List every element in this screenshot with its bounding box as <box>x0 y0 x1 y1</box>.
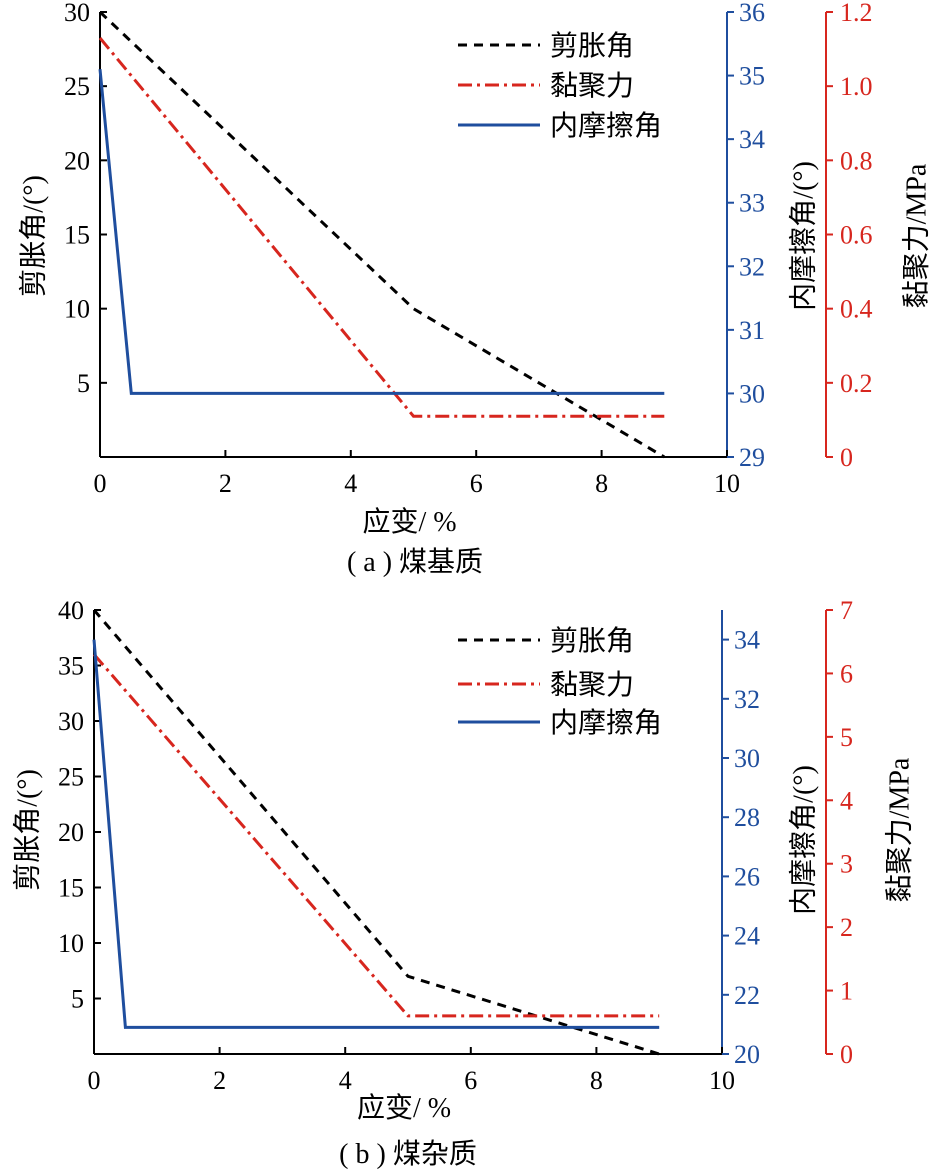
left-tick-label: 30 <box>64 0 90 27</box>
series-line-dashdot <box>98 37 665 418</box>
mid-tick-label: 22 <box>734 981 760 1010</box>
mid-tick-label: 36 <box>739 0 765 27</box>
right-axis-title: 黏聚力/MPa <box>900 163 932 308</box>
right-tick-label: 0.2 <box>840 369 873 398</box>
legend-label: 剪胀角 <box>550 625 634 657</box>
series-line-dashed <box>98 10 666 459</box>
legend-label: 内摩擦角 <box>550 707 662 739</box>
mid-tick-label: 26 <box>734 862 760 891</box>
mid-axis-title: 内摩擦角/(°) <box>787 765 819 915</box>
left-tick-label: 10 <box>58 929 84 958</box>
x-tick-label: 0 <box>88 1066 101 1095</box>
mid-tick-label: 28 <box>734 803 760 832</box>
right-tick-label: 5 <box>840 723 853 752</box>
mid-tick-label: 33 <box>739 189 765 218</box>
x-tick-label: 6 <box>464 1066 477 1095</box>
right-tick-label: 0.6 <box>840 221 873 250</box>
left-tick-label: 20 <box>64 146 90 175</box>
left-tick-label: 30 <box>58 707 84 736</box>
left-tick-label: 35 <box>58 652 84 681</box>
x-tick-label: 4 <box>339 1066 352 1095</box>
right-tick-label: 1.2 <box>840 0 873 27</box>
x-tick-label: 8 <box>590 1066 603 1095</box>
chart-panel-b: 0 2 4 6 8 10510152025303540202224262830323401… <box>11 596 915 1170</box>
legend-label: 黏聚力 <box>550 70 634 102</box>
right-axis-title: 黏聚力/MPa <box>883 757 915 902</box>
series-line-dashdot <box>92 653 660 1018</box>
x-tick-label: 2 <box>213 1066 226 1095</box>
mid-tick-label: 30 <box>739 379 765 408</box>
mid-tick-label: 24 <box>734 922 760 951</box>
right-tick-label: 1 <box>840 977 853 1006</box>
left-tick-label: 40 <box>58 596 84 625</box>
right-tick-label: 2 <box>840 913 853 942</box>
x-tick-label: 10 <box>709 1066 735 1095</box>
x-tick-label: 0 <box>94 469 107 498</box>
chart-panel-a: 0 2 4 6 8 10 5 10 15 20 25 30 29 30 31 32 33 34 35 36 0 0.2 0.… <box>17 0 932 578</box>
mid-tick-label: 20 <box>734 1040 760 1069</box>
right-tick-label: 0 <box>840 1040 853 1069</box>
left-axis-title: 剪胀角/(°) <box>11 769 43 891</box>
mid-tick-label: 35 <box>739 62 765 91</box>
left-tick-label: 5 <box>77 369 90 398</box>
left-tick-label: 20 <box>58 818 84 847</box>
x-tick-label: 4 <box>344 469 357 498</box>
panel-caption: ( a ) 煤基质 <box>347 546 483 578</box>
x-axis-title: 应变/ % <box>357 1092 451 1124</box>
panel-caption: ( b ) 煤杂质 <box>339 1138 477 1170</box>
right-tick-label: 0.8 <box>840 146 873 175</box>
x-tick-label: 8 <box>595 469 608 498</box>
legend-label: 剪胀角 <box>550 30 634 62</box>
series-line-solid <box>92 639 660 1029</box>
right-tick-label: 4 <box>840 786 853 815</box>
left-tick-label: 25 <box>64 72 90 101</box>
right-tick-label: 3 <box>840 850 853 879</box>
left-tick-label: 10 <box>64 295 90 324</box>
right-tick-label: 0.4 <box>840 295 873 324</box>
right-tick-label: 7 <box>840 596 853 625</box>
mid-tick-label: 30 <box>734 744 760 773</box>
x-tick-label: 6 <box>470 469 483 498</box>
left-tick-label: 5 <box>71 985 84 1014</box>
series-line-solid <box>98 69 665 395</box>
x-tick-label: 2 <box>219 469 232 498</box>
left-tick-label: 15 <box>58 874 84 903</box>
mid-tick-label: 31 <box>739 316 765 345</box>
mid-tick-label: 34 <box>734 626 760 655</box>
right-tick-label: 6 <box>840 659 853 688</box>
left-tick-label: 15 <box>64 221 90 250</box>
legend-label: 黏聚力 <box>550 669 634 701</box>
legend-label: 内摩擦角 <box>550 110 662 142</box>
mid-tick-label: 32 <box>739 252 765 281</box>
mid-tick-label: 29 <box>739 443 765 472</box>
right-tick-label: 0 <box>840 443 853 472</box>
mid-axis-title: 内摩擦角/(°) <box>787 161 819 311</box>
right-tick-label: 1.0 <box>840 72 873 101</box>
left-axis-title: 剪胀角/(°) <box>17 175 49 297</box>
left-tick-label: 25 <box>58 763 84 792</box>
x-axis-title: 应变/ % <box>362 506 456 538</box>
x-tick-label: 10 <box>714 469 740 498</box>
mid-tick-label: 34 <box>739 125 765 154</box>
mid-tick-label: 32 <box>734 685 760 714</box>
